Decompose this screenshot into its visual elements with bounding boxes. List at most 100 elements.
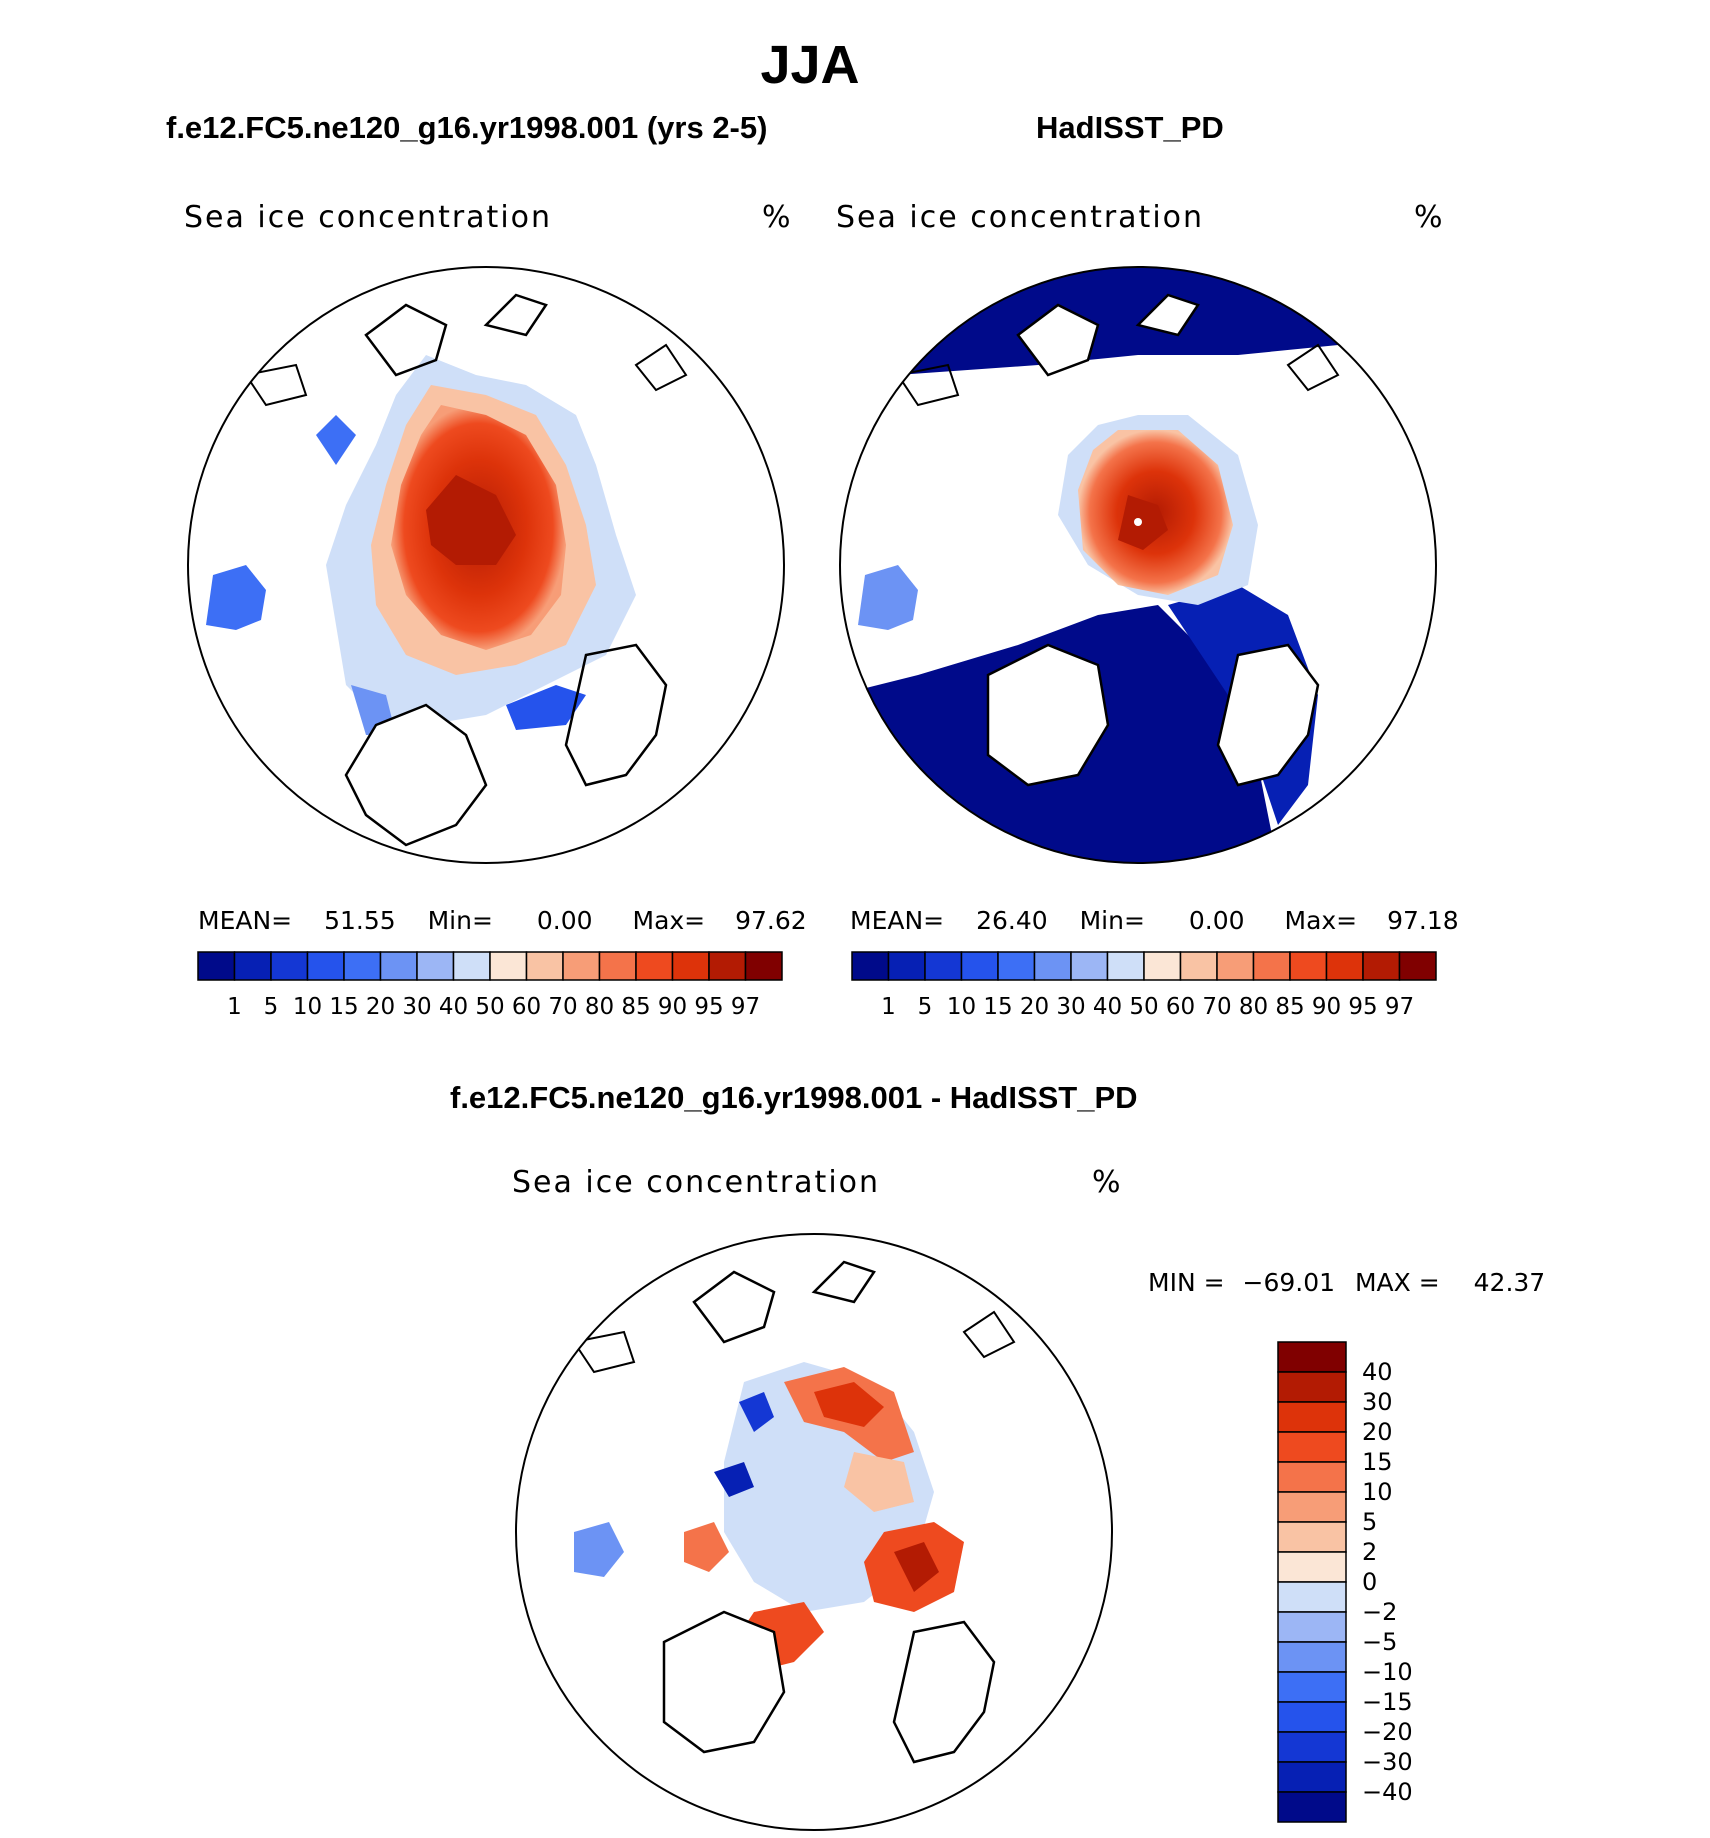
panel-1-units-label: % [762,200,791,235]
panel-1-colorbar-box [306,951,345,981]
panel-2-colorbar-box [1289,951,1328,981]
panel-1-colorbar-tick-label: 60 [512,994,541,1020]
panel-1-colorbar-box [416,951,455,981]
panel-2-max-label: Max= [1284,906,1358,935]
difference-colorbar-tick-label: −15 [1362,1688,1413,1716]
panel-2-colorbar-box [1398,951,1437,981]
difference-colorbar-box [1277,1431,1347,1463]
panel-2-mean-label: MEAN= [850,906,945,935]
difference-colorbar-tick-label: 20 [1362,1418,1393,1446]
difference-colorbar-tick-label: −2 [1362,1598,1397,1626]
panel-2-colorbar-tick-label: 15 [983,994,1012,1020]
difference-max-label: MAX = [1354,1268,1440,1297]
panel-2-stats: MEAN= 26.40 Min= 0.00 Max= 97.18 [850,906,1459,935]
panel-1-colorbar-box [270,951,309,981]
panel-1-colorbar-tick-label: 40 [439,994,468,1020]
panel-2-min-value: 0.00 [1188,906,1245,935]
panel-1-mean-label: MEAN= [198,906,293,935]
panel-1-colorbar-tick-label: 80 [585,994,614,1020]
difference-colorbar-tick-label: 5 [1362,1508,1377,1536]
difference-variable-label: Sea ice concentration [512,1165,881,1200]
difference-colorbar-box [1277,1461,1347,1493]
panel-1-colorbar-box [671,951,710,981]
difference-title: f.e12.FC5.ne120_g16.yr1998.001 - HadISST… [450,1080,1138,1115]
panel-1-colorbar-box [635,951,674,981]
panel-2-title: HadISST_PD [1036,110,1224,145]
panel-2-polar-map [839,266,1437,864]
difference-colorbar-box [1277,1611,1347,1643]
panel-1-colorbar-tick-label: 50 [475,994,504,1020]
panel-2-colorbar-tick-label: 50 [1129,994,1158,1020]
panel-1-colorbar: 1 5 10 15 20 30 40 50 60 70 80 85 90 95 97 [197,951,783,1020]
panel-2-max-value: 97.18 [1387,906,1459,935]
difference-colorbar-tick-label: −5 [1362,1628,1397,1656]
panel-2-colorbar-box [1216,951,1255,981]
panel-2-colorbar-box [1179,951,1218,981]
difference-colorbar-tick-label: 30 [1362,1388,1393,1416]
panel-2-colorbar-box [1362,951,1401,981]
panel-1-variable-label: Sea ice concentration [184,200,553,235]
panel-1-colorbar-box [233,951,272,981]
panel-2-colorbar-box [1106,951,1145,981]
panel-2-colorbar-box [1325,951,1364,981]
difference-colorbar-box [1277,1491,1347,1523]
difference-colorbar-tick-label: 10 [1362,1478,1393,1506]
panel-2-colorbar-tick-label: 5 [918,994,933,1020]
panel-1-colorbar-tick-label: 85 [621,994,650,1020]
panel-1-colorbar-box [379,951,418,981]
difference-min-value: −69.01 [1242,1268,1336,1297]
difference-colorbar-box [1277,1761,1347,1793]
panel-2-colorbar-box [924,951,963,981]
panel-2-colorbar-box [1033,951,1072,981]
panel-2-colorbar-tick-label: 40 [1093,994,1122,1020]
difference-colorbar-box [1277,1581,1347,1613]
panel-1-title: f.e12.FC5.ne120_g16.yr1998.001 (yrs 2-5) [166,110,768,145]
difference-colorbar-tick-label: −40 [1362,1778,1413,1806]
panel-2-colorbar-box [997,951,1036,981]
panel-1-colorbar-tick-label: 5 [264,994,279,1020]
panel-1-colorbar-box [197,951,236,981]
panel-2-colorbar-tick-label: 30 [1056,994,1085,1020]
panel-2-colorbar-box [960,951,999,981]
panel-1-polar-map [187,266,785,864]
difference-colorbar-box [1277,1521,1347,1553]
panel-2-colorbar-tick-label: 95 [1348,994,1377,1020]
panel-1-colorbar-box [525,951,564,981]
difference-colorbar-box [1277,1371,1347,1403]
difference-units-label: % [1092,1165,1121,1200]
panel-1-mean-value: 51.55 [324,906,396,935]
season-title: JJA [760,35,860,95]
difference-colorbar-tick-label: 40 [1362,1358,1393,1386]
panel-1-colorbar-box [562,951,601,981]
difference-colorbar-box [1277,1551,1347,1583]
difference-colorbar-box [1277,1341,1347,1373]
panel-2-min-label: Min= [1079,906,1145,935]
difference-colorbar-tick-label: 2 [1362,1538,1377,1566]
panel-1-min-label: Min= [427,906,493,935]
panel-2-units-label: % [1414,200,1443,235]
panel-2-colorbar-box [1070,951,1109,981]
difference-colorbar-box [1277,1701,1347,1733]
difference-max-value: 42.37 [1473,1268,1546,1297]
difference-colorbar-tick-label: 15 [1362,1448,1393,1476]
panel-1-colorbar-box [744,951,783,981]
panel-2-colorbar-box [887,951,926,981]
difference-colorbar-tick-label: −30 [1362,1748,1413,1776]
panel-1-colorbar-tick-label: 97 [731,994,760,1020]
panel-2-variable-label: Sea ice concentration [836,200,1205,235]
panel-1-colorbar-tick-label: 15 [329,994,358,1020]
panel-2-colorbar-tick-label: 70 [1202,994,1231,1020]
difference-colorbar-box [1277,1671,1347,1703]
panel-2-colorbar-tick-label: 80 [1239,994,1268,1020]
panel-2-colorbar-tick-label: 90 [1312,994,1341,1020]
panel-2-colorbar-tick-label: 97 [1385,994,1414,1020]
panel-2-colorbar-box [1252,951,1291,981]
panel-2-colorbar-tick-label: 85 [1275,994,1304,1020]
panel-1-max-label: Max= [632,906,706,935]
difference-colorbar-box [1277,1731,1347,1763]
panel-1-colorbar-box [452,951,491,981]
difference-min-label: MIN = [1148,1268,1225,1297]
panel-2-colorbar: 1 5 10 15 20 30 40 50 60 70 80 85 90 95 97 [851,951,1437,1020]
panel-1-colorbar-box [489,951,528,981]
difference-colorbar-box [1277,1791,1347,1823]
